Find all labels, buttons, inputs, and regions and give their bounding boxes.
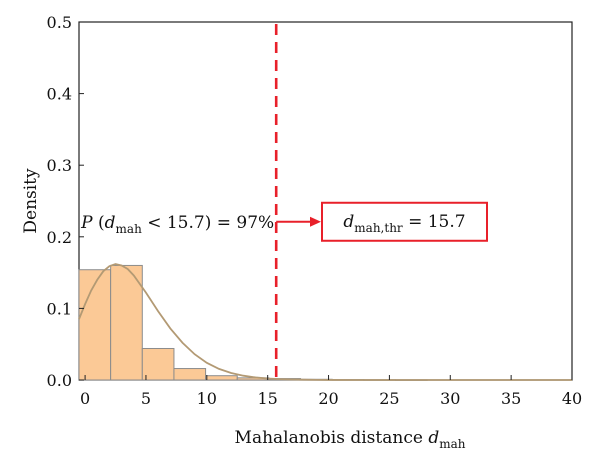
annotation-arrow-head xyxy=(310,216,321,227)
y-tick-label-3: 0.3 xyxy=(47,156,72,175)
probability-annotation: P (dmah < 15.7) = 97% xyxy=(80,213,274,236)
y-axis-ticks: 0.0 0.1 0.2 0.3 0.4 0.5 xyxy=(47,13,84,390)
fit-density-curve xyxy=(78,263,572,381)
threshold-label-box xyxy=(321,201,488,242)
x-tick-label-8: 40 xyxy=(562,389,582,408)
plot-area xyxy=(78,21,573,381)
histogram-bar-0 xyxy=(78,269,112,381)
histogram-bar-4 xyxy=(205,375,238,381)
x-tick-label-3: 15 xyxy=(257,389,277,408)
histogram-bar-1 xyxy=(110,264,143,381)
y-tick-label-0: 0.0 xyxy=(47,371,72,390)
x-tick-label-1: 5 xyxy=(141,389,151,408)
x-tick-label-5: 25 xyxy=(379,389,399,408)
threshold-label: dmah,thr = 15.7 xyxy=(343,212,465,235)
y-tick-label-2: 0.2 xyxy=(47,228,72,247)
y-axis-title: Density xyxy=(21,168,41,234)
x-tick-label-4: 20 xyxy=(318,389,338,408)
x-axis-ticks: 0 5 10 15 20 25 30 35 40 xyxy=(80,375,582,408)
x-axis-title: Mahalanobis distance dmah xyxy=(235,428,466,451)
y-tick-label-5: 0.5 xyxy=(47,13,72,32)
x-tick-label-0: 0 xyxy=(80,389,90,408)
y-tick-label-4: 0.4 xyxy=(47,85,72,104)
x-tick-label-7: 35 xyxy=(501,389,521,408)
histogram-bar-2 xyxy=(141,347,175,381)
x-tick-label-2: 10 xyxy=(197,389,217,408)
histogram-bar-3 xyxy=(173,368,207,381)
x-tick-label-6: 30 xyxy=(440,389,460,408)
y-tick-label-1: 0.1 xyxy=(47,299,72,318)
